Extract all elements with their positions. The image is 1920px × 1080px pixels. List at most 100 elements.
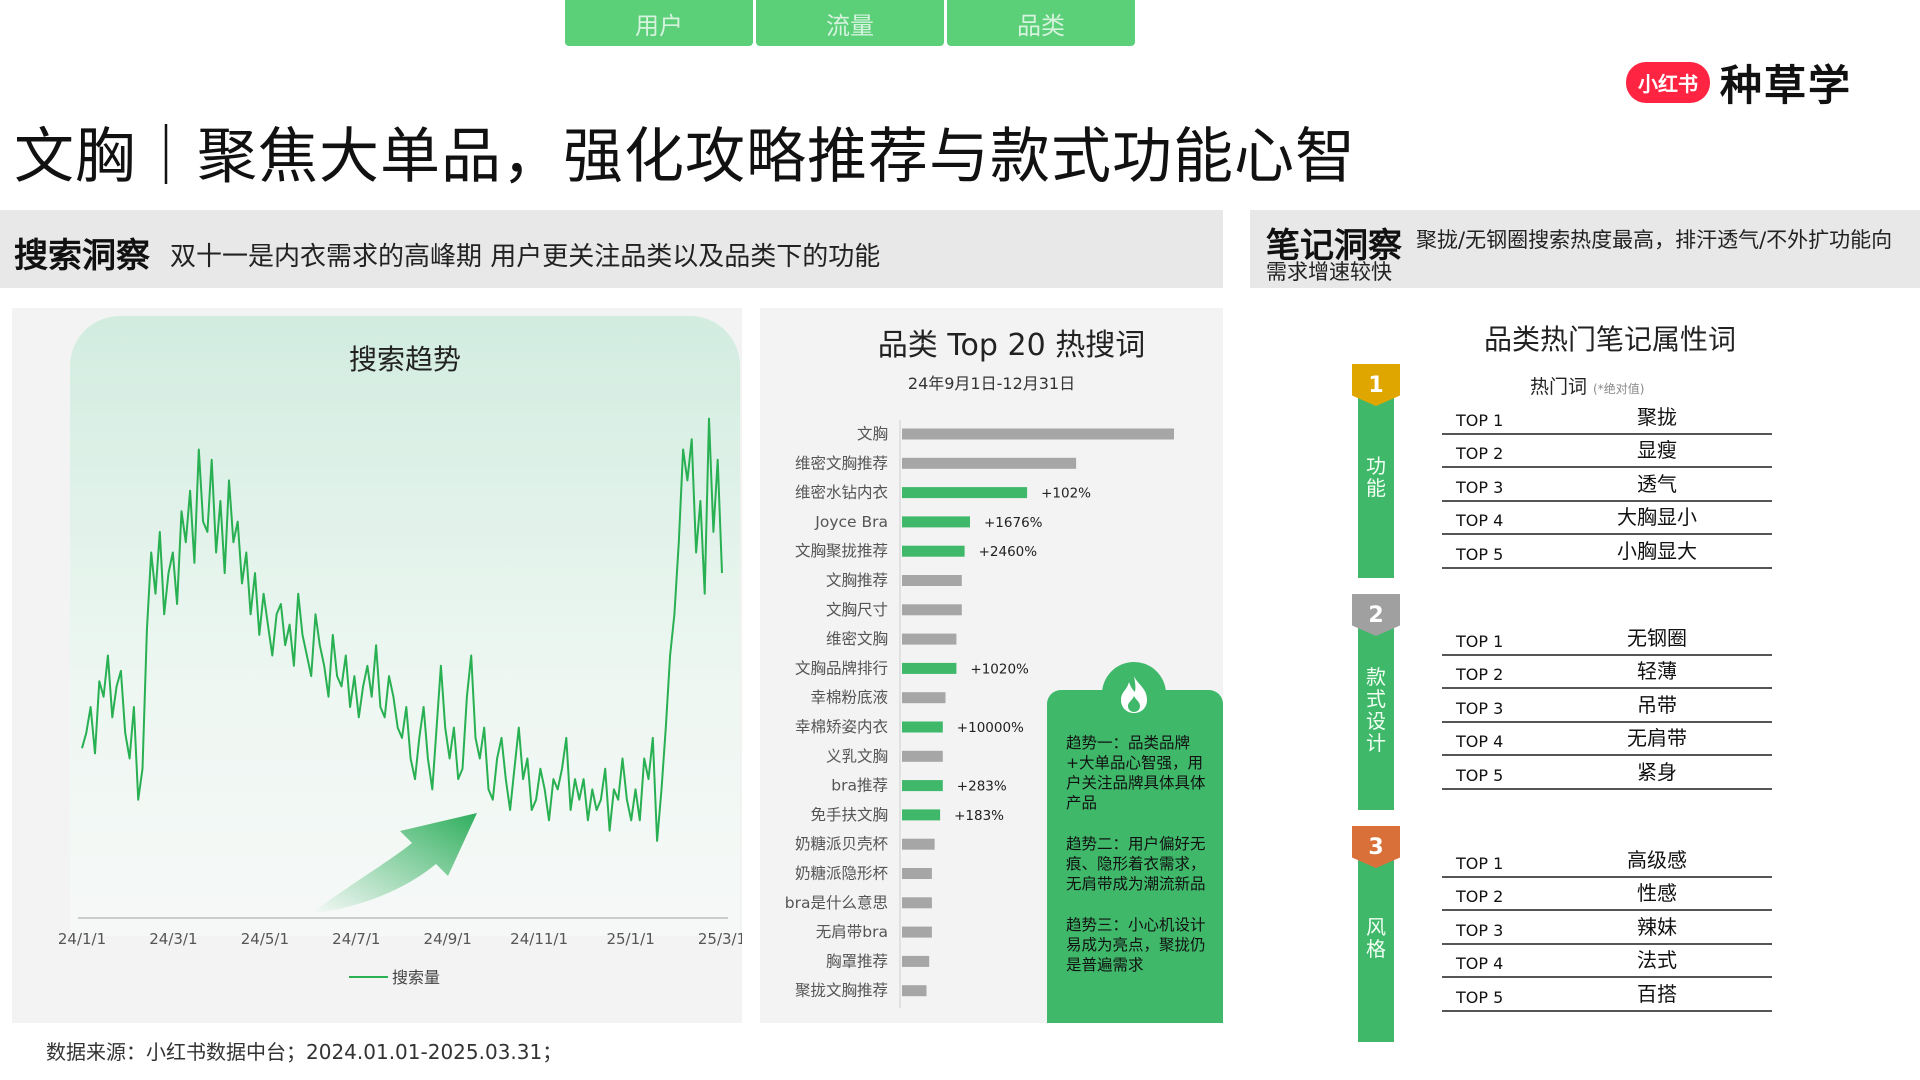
hot-words-label: 热门词 (*绝对值) [1530,372,1644,399]
rank-word: 无钢圈 [1627,625,1687,650]
rank-row: TOP 1 聚拢 [1442,401,1772,435]
legend-label: 搜索量 [392,968,440,987]
growth-label: +102% [1041,486,1091,502]
top20-subtitle: 24年9月1日-12月31日 [907,374,1076,393]
rank-word: 吊带 [1637,692,1677,717]
rank-word: 高级感 [1627,847,1687,872]
category-label: bra是什么意思 [785,893,888,912]
category-label: 无肩带bra [816,923,888,941]
rank-position: TOP 4 [1456,732,1504,751]
category-label: 奶糖派隐形杯 [795,865,889,883]
rank-table: TOP 1 聚拢 TOP 2 显瘦 TOP 3 透气 TOP 4 大胸显小 TOP 5 小胸显大 [1442,401,1772,569]
category-label: 免手扶文胸 [810,806,888,824]
bar-文胸 [902,428,1174,440]
search-insight-band: 搜索洞察 双十一是内衣需求的高峰期 用户更关注品类以及品类下的功能 [0,210,1223,288]
category-label: 文胸尺寸 [826,601,888,619]
top-tab-0[interactable]: 用户 [565,0,753,46]
flame-icon [1102,662,1166,726]
rank-word: 大胸显小 [1617,505,1697,529]
brand-logo: 小红书 种草学 [1625,52,1852,113]
growth-label: +283% [957,779,1007,795]
growth-label: +2460% [979,544,1038,560]
x-tick-label: 24/11/1 [510,930,568,948]
trend-insight-text: 趋势一：品类品牌+大单品心智强，用户关注品牌具体具体产品 趋势二：用户偏好无痕、… [1066,733,1210,996]
rank-row: TOP 4 法式 [1442,945,1772,978]
category-label: bra推荐 [831,777,888,795]
rank-row: TOP 5 紧身 [1442,756,1772,790]
rank-position: TOP 3 [1456,698,1504,718]
rank-position: TOP 1 [1456,410,1504,430]
attribute-group-label: 功能 [1366,454,1386,500]
rank-row: TOP 2 轻薄 [1442,656,1772,689]
insight-2: 趋势二：用户偏好无痕、隐形着衣需求，无肩带成为潮流新品 [1066,835,1206,893]
rank-word: 聚拢 [1637,404,1677,429]
growth-label: +10000% [957,720,1024,736]
bar-维密水钻内衣 [902,487,1028,499]
hot-words-note: (*绝对值) [1593,382,1645,396]
top20-title: 品类 Top 20 热搜词 [877,328,1146,363]
rank-row: TOP 1 高级感 [1442,844,1772,878]
rank-word: 辣妹 [1637,914,1677,939]
rank-word: 法式 [1637,948,1677,972]
rank-position: TOP 2 [1456,887,1504,906]
rank-position: TOP 3 [1456,920,1504,940]
hot-words-text: 热门词 [1530,376,1588,398]
top-tab-2[interactable]: 品类 [947,0,1135,46]
bar-bra是什么意思 [902,897,932,909]
top-tab-1[interactable]: 流量 [756,0,944,46]
bar-奶糖派贝壳杯 [902,838,935,850]
category-label: 义乳文胸 [826,747,888,765]
bar-文胸推荐 [902,575,962,586]
note-insight-band: 笔记洞察 聚拢/无钢圈搜索热度最高，排汗透气/不外扩功能向需求增速较快 [1250,210,1920,288]
category-label: 文胸聚拢推荐 [795,542,888,560]
rank-word: 显瘦 [1637,438,1677,462]
series-line-搜索量 [81,417,723,842]
bar-文胸聚拢推荐 [902,545,965,557]
rank-table: TOP 1 无钢圈 TOP 2 轻薄 TOP 3 吊带 TOP 4 无肩带 TOP 5 紧身 [1442,622,1772,790]
category-label: 文胸推荐 [826,572,888,590]
bar-胸罩推荐 [902,955,930,967]
page-title: 文胸｜聚焦大单品，强化攻略推荐与款式功能心智 [14,122,1356,192]
category-label: Joyce Bra [814,513,888,531]
x-tick-label: 24/1/1 [58,930,106,948]
category-label: 聚拢文胸推荐 [795,982,888,1000]
rank-position: TOP 2 [1456,444,1504,463]
uptrend-arrow-icon [312,813,477,913]
category-label: 幸棉矫姿内衣 [795,718,888,736]
trend-chart: 24/1/1 24/3/1 24/5/1 24/7/1 24/9/1 24/11/1 25/… [58,417,742,987]
attribute-group-label: 款式设计 [1366,665,1386,755]
category-label: 奶糖派贝壳杯 [795,835,889,853]
rank-row: TOP 4 大胸显小 [1442,502,1772,535]
note-insight-head: 笔记洞察 [1266,226,1402,266]
category-label: 文胸 [857,425,888,443]
trend-title: 搜索趋势 [348,343,461,376]
rank-word: 百搭 [1637,981,1677,1006]
rank-row: TOP 3 透气 [1442,468,1772,502]
bar-义乳文胸 [902,750,943,762]
x-tick-label: 24/3/1 [149,930,197,948]
x-tick-label: 25/1/1 [606,930,654,948]
category-label: 幸棉粉底液 [810,689,888,707]
x-tick-label: 24/7/1 [332,930,380,948]
category-label: 维密文胸 [826,630,888,648]
rank-position: TOP 1 [1456,631,1504,651]
bar-维密文胸推荐 [902,457,1077,469]
trend-panel: 搜索趋势 24/1/1 24/3/1 24/5/1 24/7/1 24/9/1 24/11… [12,308,742,1023]
rank-word: 无肩带 [1627,726,1687,750]
rank-position: TOP 5 [1456,765,1504,785]
rank-medal-badge: 2 [1352,594,1400,636]
rank-position: TOP 5 [1456,544,1504,564]
rank-position: TOP 4 [1456,954,1504,973]
bar-维密文胸 [902,633,957,645]
rank-word: 透气 [1637,471,1677,496]
rank-medal-badge: 1 [1352,364,1400,406]
rank-word: 小胸显大 [1617,538,1697,563]
rank-position: TOP 1 [1456,853,1504,873]
rank-word: 轻薄 [1637,659,1677,683]
attributes-title: 品类热门笔记属性词 [1483,323,1736,356]
rank-word: 紧身 [1637,759,1677,784]
search-insight-desc: 双十一是内衣需求的高峰期 用户更关注品类以及品类下的功能 [170,242,881,272]
note-insight-desc: 聚拢/无钢圈搜索热度最高，排汗透气/不外扩功能向需求增速较快 [1266,228,1893,284]
rank-row: TOP 5 小胸显大 [1442,535,1772,569]
insight-3: 趋势三：小心机设计易成为亮点，聚拢仍是普遍需求 [1066,916,1206,974]
